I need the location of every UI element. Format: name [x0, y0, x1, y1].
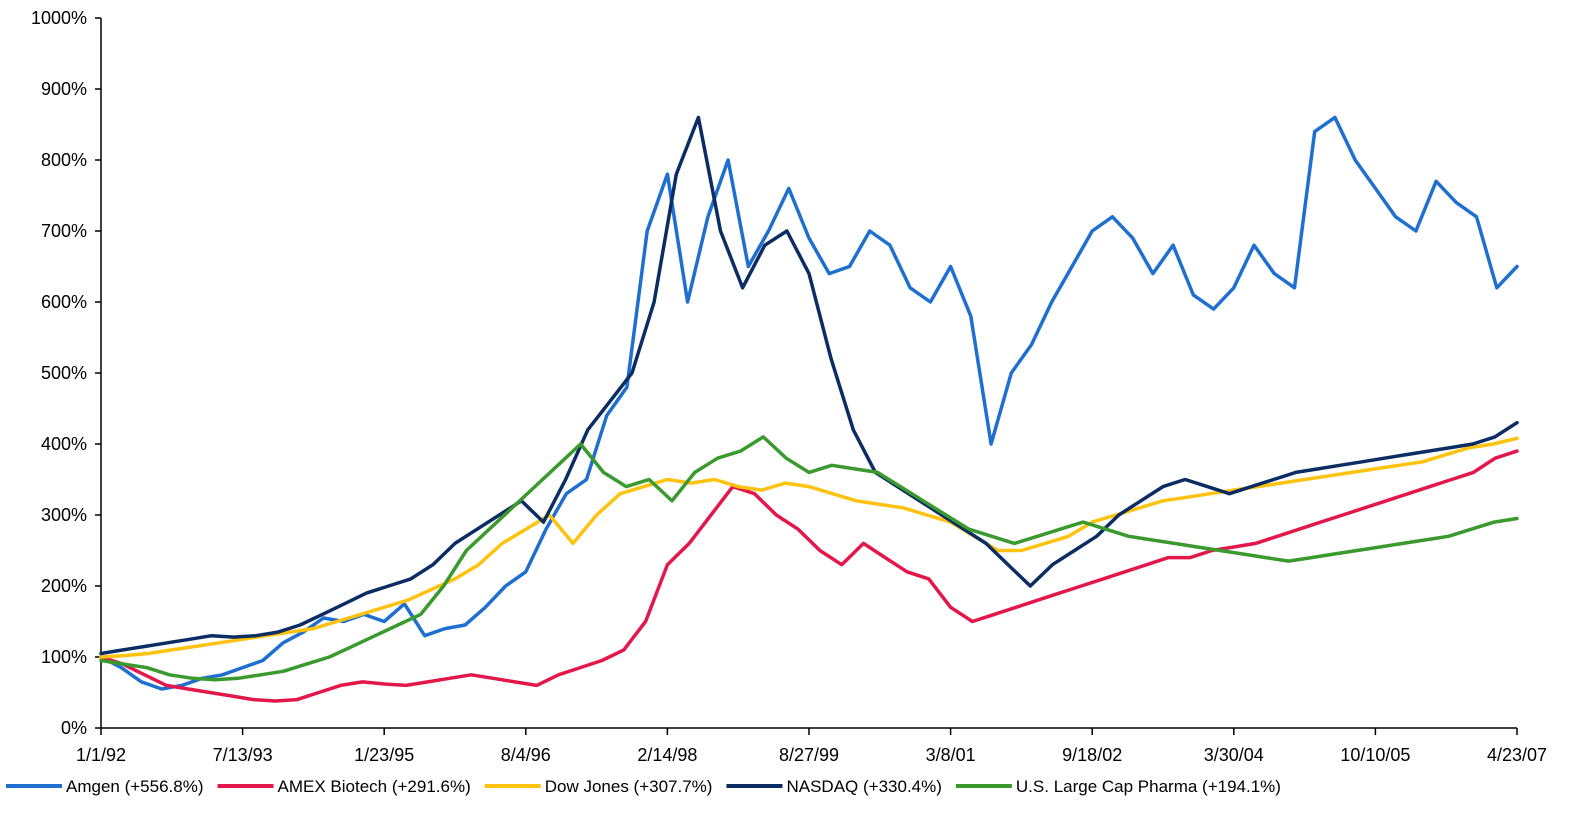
y-axis: 0% 100% 200% 300% 400% 500% 600% 700% 800% 900% 10…	[31, 8, 102, 738]
x-tick-label: 1/23/95	[354, 745, 414, 765]
y-tick-label: 500%	[41, 363, 87, 383]
y-tick-label: 100%	[41, 647, 87, 667]
x-axis: 1/1/92 7/13/93 1/23/95 8/4/96 2/14/98 8/27/99…	[76, 727, 1547, 765]
y-tick-label: 700%	[41, 221, 87, 241]
y-tick-label: 400%	[41, 434, 87, 454]
legend-label-3: Dow Jones (+307.7%)	[545, 777, 713, 796]
x-tick-label: 2/14/98	[637, 745, 697, 765]
series-line-5	[99, 435, 1519, 682]
legend-label-5: U.S. Large Cap Pharma (+194.1%)	[1016, 777, 1281, 796]
y-tick-label: 1000%	[31, 8, 87, 28]
legend-label-4: NASDAQ (+330.4%)	[786, 777, 941, 796]
series-line-4	[99, 115, 1519, 656]
x-tick-label: 7/13/93	[213, 745, 273, 765]
series-line-1	[99, 115, 1519, 691]
x-tick-label: 8/4/96	[501, 745, 551, 765]
series-line-2	[99, 449, 1519, 703]
y-tick-label: 800%	[41, 150, 87, 170]
x-tick-label: 8/27/99	[779, 745, 839, 765]
y-tick-label: 0%	[61, 718, 87, 738]
series-line-3	[99, 436, 1519, 659]
x-tick-label: 10/10/05	[1340, 745, 1410, 765]
y-tick-label: 600%	[41, 292, 87, 312]
x-tick-label: 3/8/01	[926, 745, 976, 765]
y-tick-label: 900%	[41, 79, 87, 99]
x-tick-label: 9/18/02	[1062, 745, 1122, 765]
legend-label-1: Amgen (+556.8%)	[66, 777, 204, 796]
x-tick-label: 4/23/07	[1487, 745, 1547, 765]
x-tick-label: 3/30/04	[1204, 745, 1264, 765]
series-layer	[99, 115, 1519, 703]
legend: Amgen (+556.8%) AMEX Biotech (+291.6%) Dow…	[6, 777, 1281, 796]
x-tick-label: 1/1/92	[76, 745, 126, 765]
y-tick-label: 300%	[41, 505, 87, 525]
legend-label-2: AMEX Biotech (+291.6%)	[278, 777, 471, 796]
y-tick-label: 200%	[41, 576, 87, 596]
